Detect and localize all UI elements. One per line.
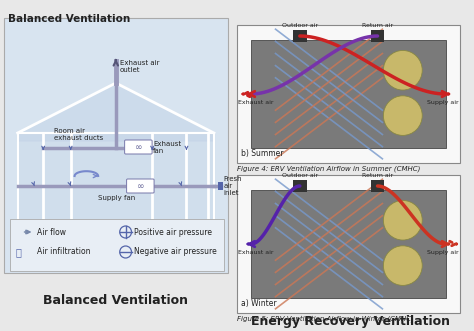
- Bar: [67, 226, 74, 231]
- Text: ∞: ∞: [137, 181, 144, 191]
- Text: b) Summer: b) Summer: [241, 149, 284, 158]
- Text: Air flow: Air flow: [37, 227, 66, 237]
- Text: Exhaust air: Exhaust air: [238, 100, 274, 105]
- Bar: [237, 175, 460, 313]
- Text: Balanced Ventilation: Balanced Ventilation: [8, 14, 130, 24]
- Text: Outdoor air: Outdoor air: [282, 23, 318, 28]
- Text: ⛄: ⛄: [16, 247, 22, 257]
- Bar: [234, 6, 461, 326]
- Text: Supply air: Supply air: [427, 250, 458, 255]
- Text: Room air
exhaust ducts: Room air exhaust ducts: [54, 128, 103, 141]
- FancyBboxPatch shape: [4, 18, 228, 273]
- Polygon shape: [18, 83, 214, 141]
- Bar: [39, 226, 47, 231]
- Bar: [371, 30, 384, 42]
- Text: Figure 5: ERV Ventilation Airflow in Winter (CMHC): Figure 5: ERV Ventilation Airflow in Win…: [237, 315, 413, 322]
- Text: Positive air pressure: Positive air pressure: [135, 227, 212, 237]
- Bar: [251, 40, 446, 148]
- Circle shape: [383, 96, 422, 135]
- Text: a) Winter: a) Winter: [241, 299, 277, 308]
- Text: Negative air pressure: Negative air pressure: [135, 248, 217, 257]
- FancyBboxPatch shape: [127, 179, 154, 193]
- Text: Air infiltration: Air infiltration: [37, 248, 91, 257]
- Bar: [371, 180, 384, 192]
- Bar: [293, 180, 307, 192]
- Circle shape: [383, 246, 422, 285]
- Text: Exhaust air
outlet: Exhaust air outlet: [120, 60, 159, 72]
- FancyBboxPatch shape: [125, 140, 152, 154]
- Bar: [148, 226, 156, 231]
- Text: Exhaust air: Exhaust air: [238, 250, 274, 255]
- Text: Outdoor air: Outdoor air: [282, 173, 318, 178]
- Text: Energy Recovery Ventilation: Energy Recovery Ventilation: [251, 314, 450, 327]
- Text: Supply fan: Supply fan: [98, 195, 136, 201]
- Text: Exhaust
fan: Exhaust fan: [153, 140, 181, 154]
- Circle shape: [383, 50, 422, 90]
- Text: Return air: Return air: [362, 23, 393, 28]
- Bar: [182, 226, 191, 231]
- Circle shape: [383, 201, 422, 240]
- Bar: [204, 226, 212, 231]
- Text: Supply air: Supply air: [427, 100, 458, 105]
- Bar: [293, 30, 307, 42]
- FancyBboxPatch shape: [10, 219, 224, 271]
- Bar: [237, 25, 460, 163]
- Text: ∞: ∞: [135, 143, 142, 152]
- Text: Return air: Return air: [362, 173, 393, 178]
- Text: Fresh
air
inlet: Fresh air inlet: [224, 176, 242, 196]
- Text: Balanced Ventilation: Balanced Ventilation: [43, 295, 188, 307]
- Bar: [251, 190, 446, 298]
- Polygon shape: [18, 133, 214, 226]
- Text: Figure 4: ERV Ventilation Airflow in Summer (CMHC): Figure 4: ERV Ventilation Airflow in Sum…: [237, 165, 420, 171]
- Bar: [218, 182, 223, 190]
